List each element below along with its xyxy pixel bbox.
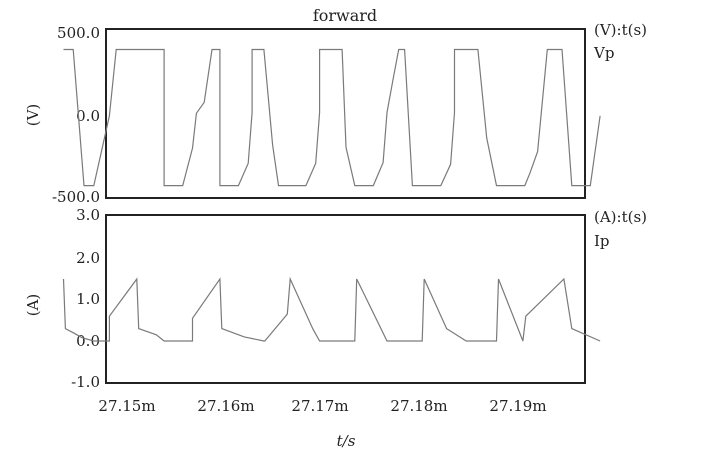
bottom-ytick-label: 2.0 <box>76 249 100 267</box>
x-axis-label: t/s <box>337 432 356 450</box>
vp-trace <box>63 48 601 187</box>
bottom-ytick-label: 3.0 <box>76 206 100 224</box>
bottom-ytick-label: 1.0 <box>76 290 100 308</box>
top-legend-label: (V):t(s) <box>594 21 647 39</box>
bottom-ytick-label: -1.0 <box>71 373 100 391</box>
bottom-ytick-label: 0.0 <box>76 332 100 350</box>
chart-title: forward <box>313 6 377 25</box>
top-plot-frame <box>105 28 586 199</box>
top-panel: (V) 500.0 0.0 -500.0 (V):t(s) Vp <box>24 21 647 206</box>
bottom-series-name: Ip <box>594 232 610 250</box>
xtick-label: 27.19m <box>489 397 546 415</box>
bottom-ylabel: (A) <box>24 294 42 317</box>
top-series-name: Vp <box>593 44 614 62</box>
top-series-group <box>63 48 601 187</box>
ip-trace <box>62 276 601 342</box>
xtick-label: 27.18m <box>390 397 447 415</box>
bottom-legend-label: (A):t(s) <box>594 208 647 226</box>
top-ylabel: (V) <box>24 104 42 127</box>
xtick-label: 27.17m <box>291 397 348 415</box>
top-ytick-label: 500.0 <box>57 24 100 42</box>
xtick-label: 27.16m <box>197 397 254 415</box>
top-ytick-label: 0.0 <box>76 107 100 125</box>
bottom-panel: (A) 3.0 2.0 1.0 0.0 -1.0 (A):t(s) Ip <box>24 206 647 391</box>
bottom-plot-frame <box>105 214 586 384</box>
top-ytick-label: -500.0 <box>52 188 100 206</box>
xtick-label: 27.15m <box>98 397 155 415</box>
bottom-series-group <box>62 276 601 342</box>
